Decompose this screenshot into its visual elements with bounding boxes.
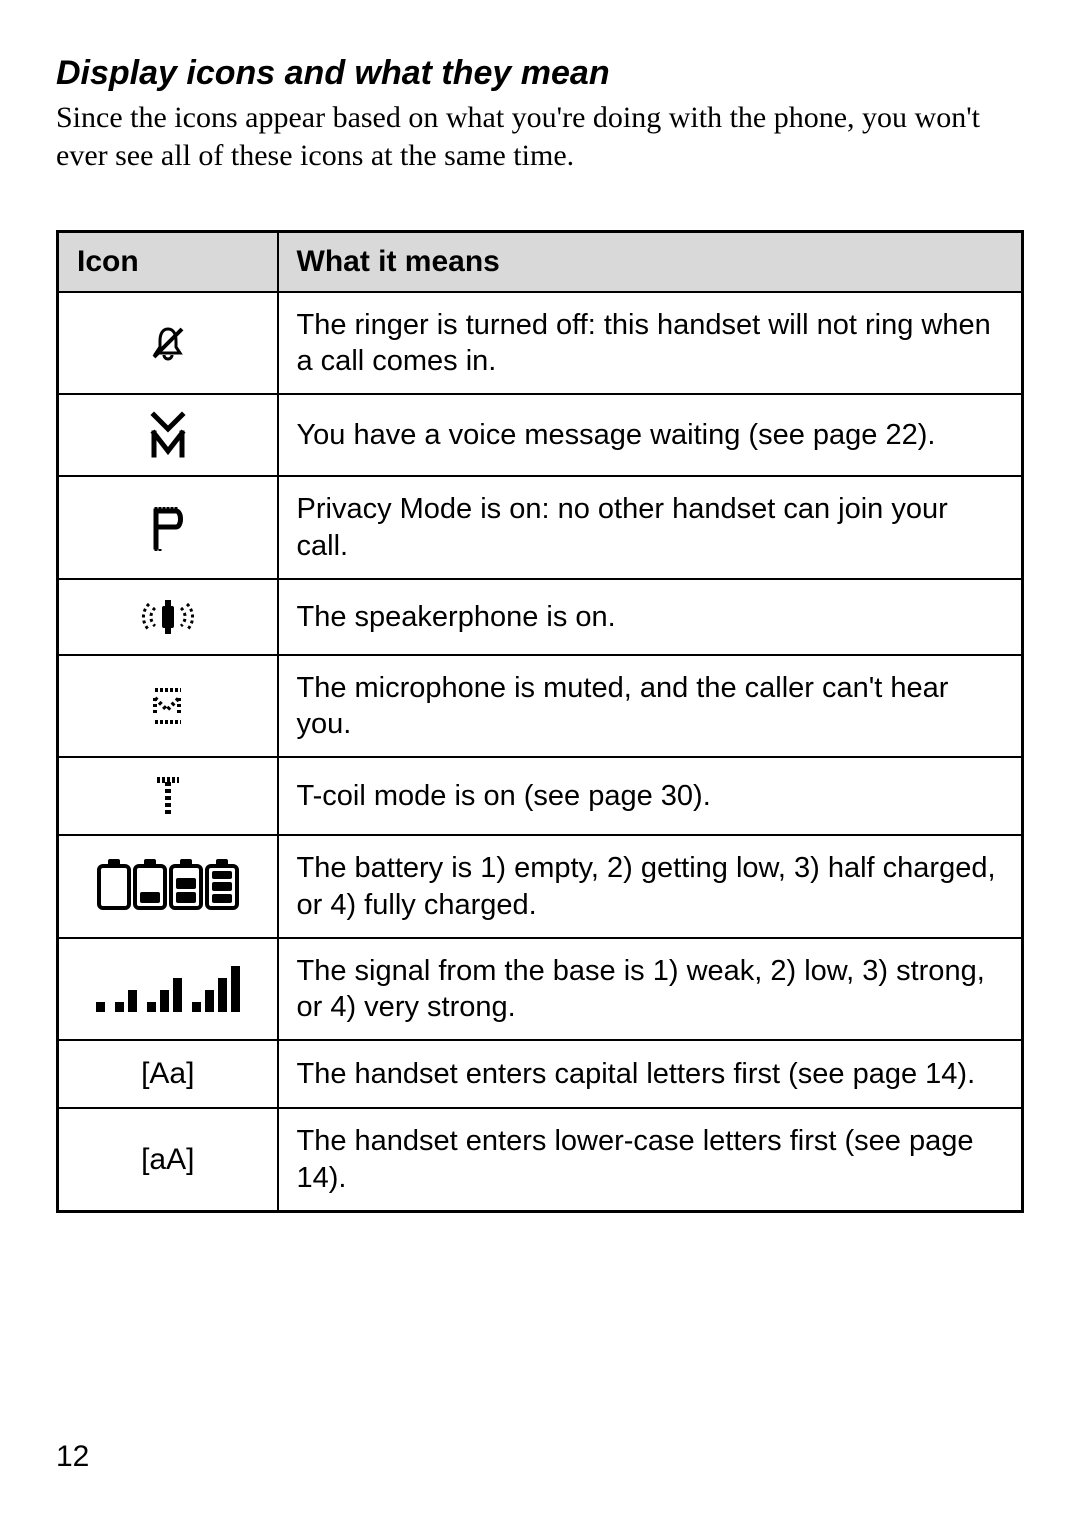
icons-table: Icon What it means The ringer is turned … bbox=[56, 230, 1024, 1213]
caps-first-icon: [Aa] bbox=[58, 1040, 278, 1108]
row-meaning: The signal from the base is 1) weak, 2) … bbox=[278, 938, 1023, 1041]
table-row: Privacy Mode is on: no other handset can… bbox=[58, 476, 1023, 579]
table-row: The signal from the base is 1) weak, 2) … bbox=[58, 938, 1023, 1041]
battery-icon bbox=[58, 835, 278, 938]
col-header-icon: Icon bbox=[58, 231, 278, 292]
ringer-off-icon bbox=[58, 292, 278, 395]
row-meaning: The handset enters capital letters first… bbox=[278, 1040, 1023, 1108]
tcoil-icon bbox=[58, 757, 278, 835]
voicemail-icon bbox=[58, 394, 278, 476]
table-row: [Aa] The handset enters capital letters … bbox=[58, 1040, 1023, 1108]
manual-page: Display icons and what they mean Since t… bbox=[0, 0, 1080, 1522]
mute-icon bbox=[58, 655, 278, 758]
table-row: You have a voice message waiting (see pa… bbox=[58, 394, 1023, 476]
speakerphone-icon bbox=[58, 579, 278, 655]
row-meaning: You have a voice message waiting (see pa… bbox=[278, 394, 1023, 476]
section-intro: Since the icons appear based on what you… bbox=[56, 99, 1024, 176]
col-header-meaning: What it means bbox=[278, 231, 1023, 292]
table-row: The speakerphone is on. bbox=[58, 579, 1023, 655]
signal-icon bbox=[58, 938, 278, 1041]
row-meaning: The microphone is muted, and the caller … bbox=[278, 655, 1023, 758]
table-header-row: Icon What it means bbox=[58, 231, 1023, 292]
privacy-icon bbox=[58, 476, 278, 579]
table-row: [aA] The handset enters lower-case lette… bbox=[58, 1108, 1023, 1211]
table-row: The battery is 1) empty, 2) getting low,… bbox=[58, 835, 1023, 938]
table-row: T-coil mode is on (see page 30). bbox=[58, 757, 1023, 835]
table-row: The ringer is turned off: this handset w… bbox=[58, 292, 1023, 395]
row-meaning: The speakerphone is on. bbox=[278, 579, 1023, 655]
row-meaning: The battery is 1) empty, 2) getting low,… bbox=[278, 835, 1023, 938]
section-title: Display icons and what they mean bbox=[56, 54, 1024, 93]
row-meaning: The ringer is turned off: this handset w… bbox=[278, 292, 1023, 395]
row-meaning: T-coil mode is on (see page 30). bbox=[278, 757, 1023, 835]
page-number: 12 bbox=[56, 1440, 89, 1474]
lower-first-icon: [aA] bbox=[58, 1108, 278, 1211]
row-meaning: The handset enters lower-case letters fi… bbox=[278, 1108, 1023, 1211]
table-row: The microphone is muted, and the caller … bbox=[58, 655, 1023, 758]
row-meaning: Privacy Mode is on: no other handset can… bbox=[278, 476, 1023, 579]
